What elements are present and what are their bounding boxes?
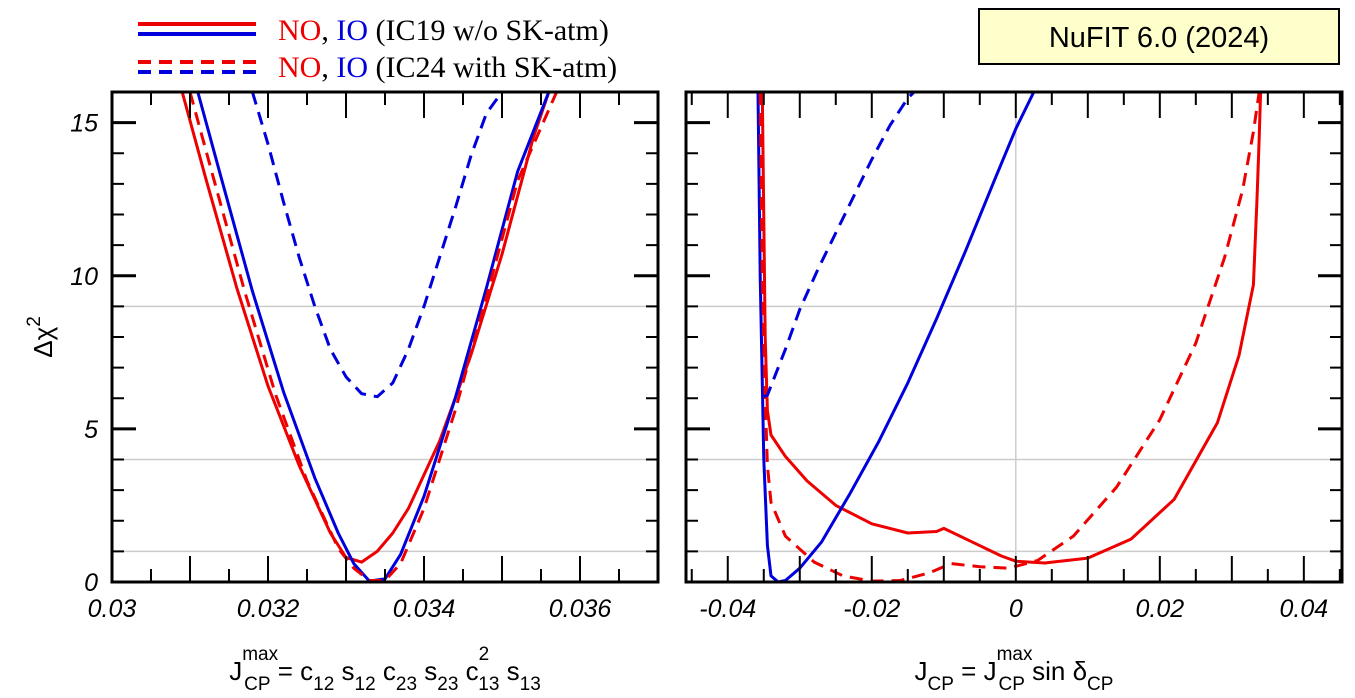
x-tick-label: 0.02 — [1135, 595, 1184, 623]
series-io-ic24-with-sk-atm- — [763, 92, 917, 399]
lx-t4: s — [417, 656, 437, 686]
rx-sin: sin δ — [1025, 656, 1087, 686]
rx-d-sub: CP — [1087, 674, 1113, 695]
nufit-badge: NuFIT 6.0 (2024) — [978, 8, 1340, 65]
lx-s6: 13 — [520, 674, 541, 695]
series-no-ic24-with-sk-atm- — [188, 92, 558, 582]
rx-J-sub: CP — [928, 674, 954, 695]
series-io-ic19-w-o-sk-atm- — [196, 92, 551, 582]
x-tick-label: 0.036 — [549, 595, 612, 623]
x-tick-label: 0.04 — [1279, 595, 1328, 623]
y-tick-label: 15 — [70, 110, 98, 138]
legend-io-1: IO — [336, 14, 368, 47]
legend-rest-1: (IC19 w/o SK-atm) — [368, 14, 609, 47]
lx-J-sup: max — [242, 644, 278, 665]
right-panel: -0.04 -0.02 0 0.02 0.04 — [684, 90, 1344, 623]
x-tick-label: -0.02 — [843, 595, 900, 623]
x-tick-label: 0 — [1009, 595, 1023, 623]
legend-io-2: IO — [336, 51, 368, 84]
x-tick-label: 0.032 — [237, 595, 300, 623]
series-no-ic24-with-sk-atm- — [758, 92, 1261, 582]
rx-J: J — [915, 656, 928, 686]
y-axis-title: Δχ2 — [24, 316, 58, 358]
y-tick-label: 0 — [84, 569, 98, 597]
lx-s5-sup: 2 — [479, 644, 490, 665]
left-panel: 0.03 0.032 0.034 0.036 0 5 10 15 — [70, 90, 660, 623]
lx-t6: s — [499, 656, 519, 686]
plot-frame — [110, 90, 660, 584]
lx-t5: c — [458, 656, 478, 686]
y-axis-title-main: Δχ — [28, 326, 58, 357]
y-tick-label: 5 — [84, 416, 98, 444]
lx-t3: c — [376, 656, 396, 686]
right-x-axis-title: JCP = Jmax CP sin δCP — [915, 644, 1114, 695]
left-x-axis-title: Jmax CP = c12 s12 c23 s23 c2 13 s13 — [229, 644, 541, 695]
lx-s3: 23 — [396, 674, 417, 695]
series-no-ic19-w-o-sk-atm- — [180, 92, 551, 564]
lx-s5-sub: 13 — [478, 674, 499, 695]
lx-s1: 12 — [313, 674, 334, 695]
legend-label-row2: NO, IO (IC24 with SK-atm) — [278, 51, 617, 84]
lx-s2: 12 — [355, 674, 376, 695]
legend-no-2: NO — [278, 51, 321, 84]
legend-sep-1: , — [321, 14, 336, 47]
legend: NO, IO (IC19 w/o SK-atm) NO, IO (IC24 wi… — [138, 14, 617, 84]
legend-label-row1: NO, IO (IC19 w/o SK-atm) — [278, 14, 609, 47]
lx-eq: = c — [271, 656, 314, 686]
badge-text: NuFIT 6.0 (2024) — [1049, 22, 1269, 54]
rx-J2-sub: CP — [998, 674, 1024, 695]
badge-box — [978, 8, 1340, 65]
plot-frame — [684, 90, 1344, 584]
legend-no-1: NO — [278, 14, 321, 47]
lx-J: J — [229, 656, 242, 686]
legend-rest-2: (IC24 with SK-atm) — [368, 51, 617, 84]
x-tick-label: 0.03 — [88, 595, 137, 623]
lx-J-sub: CP — [244, 674, 270, 695]
legend-sep-2: , — [321, 51, 336, 84]
lx-s4: 23 — [437, 674, 458, 695]
series-io-ic19-w-o-sk-atm- — [756, 92, 1036, 582]
series-io-ic24-with-sk-atm- — [250, 92, 504, 399]
lx-t2: s — [334, 656, 354, 686]
rx-eq: = J — [954, 656, 997, 686]
y-tick-label: 10 — [70, 263, 98, 291]
series-no-ic19-w-o-sk-atm- — [760, 92, 1263, 565]
x-tick-label: -0.04 — [699, 595, 756, 623]
x-tick-label: 0.034 — [393, 595, 456, 623]
rx-J2-sup: max — [997, 644, 1033, 665]
y-axis-title-sup: 2 — [24, 316, 45, 327]
